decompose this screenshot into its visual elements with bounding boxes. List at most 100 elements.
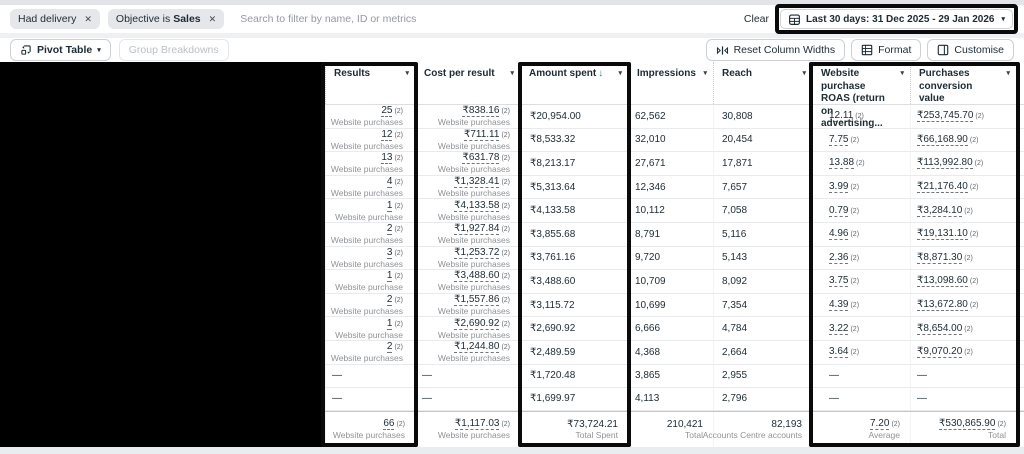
roas-value[interactable]: — bbox=[829, 392, 839, 404]
column-header-results[interactable]: Results ▾ bbox=[325, 62, 415, 104]
results-value[interactable]: 2 bbox=[386, 341, 393, 354]
cpr-value[interactable]: ₹4,133.58 bbox=[454, 199, 500, 212]
filter-chip-had-delivery[interactable]: Had delivery ✕ bbox=[10, 9, 100, 29]
cpr-value[interactable]: ₹1,557.86 bbox=[454, 294, 500, 307]
customise-button[interactable]: Customise bbox=[927, 39, 1014, 61]
results-value[interactable]: — bbox=[332, 369, 342, 381]
footnote-marker: (2) bbox=[501, 344, 510, 352]
table-row[interactable]: 1 (2) Website purchase ₹3,488.60 (2) Websi… bbox=[0, 270, 1024, 294]
roas-cell: 3.75 (2) bbox=[812, 270, 910, 293]
pivot-table-button[interactable]: Pivot Table ▾ bbox=[10, 39, 111, 61]
filter-chip-objective-sales[interactable]: Objective is Sales ✕ bbox=[107, 9, 225, 29]
results-value[interactable]: 2 bbox=[386, 223, 393, 236]
chevron-down-icon[interactable]: ▾ bbox=[510, 70, 514, 77]
date-range-button[interactable]: Last 30 days: 31 Dec 2025 - 29 Jan 2026 … bbox=[780, 9, 1013, 29]
conversion-value[interactable]: — bbox=[917, 392, 927, 404]
footnote-marker: (2) bbox=[975, 113, 984, 121]
footnote-marker: (2) bbox=[394, 344, 403, 352]
conversion-value[interactable]: ₹66,168.90 bbox=[917, 133, 968, 146]
results-value[interactable]: 25 bbox=[381, 105, 393, 118]
impressions-cell: 3,865 bbox=[628, 364, 713, 387]
column-header-website-purchase-roas[interactable]: Website purchase ROAS (return on adverti… bbox=[812, 62, 910, 129]
table-row[interactable]: 2 (2) Website purchases ₹1,927.84 (2) Webs… bbox=[0, 222, 1024, 247]
table-row[interactable]: 3 (2) Website purchases ₹1,253.72 (2) Webs… bbox=[0, 246, 1024, 271]
roas-value[interactable]: 3.22 bbox=[829, 322, 849, 335]
results-value[interactable]: 4 bbox=[386, 176, 393, 189]
conversion-value[interactable]: ₹8,871.30 bbox=[917, 251, 963, 264]
roas-value[interactable]: 3.64 bbox=[829, 346, 849, 359]
footer-cpr-value[interactable]: ₹1,117.03 bbox=[454, 418, 500, 431]
roas-value[interactable]: 3.75 bbox=[829, 275, 849, 288]
search-input[interactable] bbox=[232, 13, 740, 25]
results-value[interactable]: 2 bbox=[386, 294, 393, 307]
conversion-value[interactable]: ₹9,070.20 bbox=[917, 346, 963, 359]
roas-value[interactable]: 4.39 bbox=[829, 299, 849, 312]
results-value[interactable]: 1 bbox=[386, 317, 393, 330]
roas-value[interactable]: 3.99 bbox=[829, 181, 849, 194]
reach-value: 20,454 bbox=[722, 134, 753, 146]
chevron-down-icon[interactable]: ▾ bbox=[900, 70, 904, 77]
conversion-value[interactable]: ₹8,654.00 bbox=[917, 322, 963, 335]
conversion-value[interactable]: ₹19,131.10 bbox=[917, 228, 968, 241]
conversion-value[interactable]: ₹21,176.40 bbox=[917, 181, 968, 194]
footer-conv-value[interactable]: ₹530,865.90 bbox=[939, 418, 996, 431]
cpr-value[interactable]: — bbox=[422, 369, 432, 381]
results-value[interactable]: 12 bbox=[381, 128, 393, 141]
column-header-cost-per-result[interactable]: Cost per result ▾ bbox=[415, 62, 520, 104]
roas-value[interactable]: 13.88 bbox=[829, 157, 855, 170]
conversion-value-cell: — bbox=[910, 364, 1016, 387]
results-cell: 1 (2) Website purchase bbox=[325, 317, 415, 340]
roas-value[interactable]: 2.36 bbox=[829, 251, 849, 264]
footnote-marker: (2) bbox=[969, 136, 979, 144]
cpr-value[interactable]: ₹1,328.41 bbox=[454, 176, 500, 189]
roas-value[interactable]: 0.79 bbox=[829, 204, 849, 217]
roas-value[interactable]: — bbox=[829, 369, 839, 381]
column-header-purchases-conversion-value[interactable]: Purchases conversion value ▾ bbox=[910, 62, 1016, 104]
conversion-value[interactable]: ₹3,284.10 bbox=[917, 204, 963, 217]
chevron-down-icon[interactable]: ▾ bbox=[1006, 70, 1010, 77]
results-value[interactable]: 1 bbox=[386, 199, 393, 212]
table-row[interactable]: 1 (2) Website purchase ₹2,690.92 (2) Websi… bbox=[0, 317, 1024, 341]
roas-value[interactable]: 12.11 bbox=[829, 110, 854, 123]
close-icon[interactable]: ✕ bbox=[208, 13, 217, 24]
footnote-marker: (2) bbox=[964, 325, 973, 333]
footer-results-value[interactable]: 66 bbox=[383, 418, 395, 431]
reset-column-widths-button[interactable]: Reset Column Widths bbox=[705, 39, 846, 61]
table-row[interactable]: 2 (2) Website purchases ₹1,244.80 (2) Webs… bbox=[0, 340, 1024, 365]
results-value[interactable]: — bbox=[332, 392, 342, 404]
conversion-value[interactable]: ₹253,745.70 bbox=[917, 110, 974, 123]
footer-roas-value[interactable]: 7.20 bbox=[869, 418, 890, 431]
conversion-value[interactable]: ₹113,992.80 bbox=[917, 157, 973, 170]
cpr-value[interactable]: ₹1,253.72 bbox=[454, 246, 500, 259]
group-breakdowns-button[interactable]: Group Breakdowns bbox=[118, 39, 229, 61]
cpr-value[interactable]: ₹2,690.92 bbox=[454, 317, 500, 330]
conversion-value[interactable]: ₹13,098.60 bbox=[917, 275, 968, 288]
column-header-reach[interactable]: Reach ▾ bbox=[713, 62, 812, 104]
cpr-value[interactable]: ₹631.78 bbox=[462, 152, 500, 165]
results-value[interactable]: 3 bbox=[386, 246, 393, 259]
column-header-amount-spent[interactable]: Amount spent ↓ ▾ bbox=[520, 62, 628, 104]
table-row[interactable]: 1 (2) Website purchase ₹4,133.58 (2) Websi… bbox=[0, 199, 1024, 223]
roas-value[interactable]: 7.75 bbox=[829, 133, 849, 146]
conversion-value[interactable]: — bbox=[917, 369, 927, 381]
footnote-marker: (2) bbox=[969, 184, 979, 192]
column-header-impressions[interactable]: Impressions ▾ bbox=[628, 62, 713, 104]
close-icon[interactable]: ✕ bbox=[84, 13, 92, 24]
results-value[interactable]: 13 bbox=[381, 152, 393, 165]
cpr-value[interactable]: ₹838.16 bbox=[462, 105, 500, 118]
chevron-down-icon[interactable]: ▾ bbox=[405, 70, 409, 77]
cpr-value[interactable]: ₹1,244.80 bbox=[454, 341, 500, 354]
conversion-value[interactable]: ₹13,672.80 bbox=[917, 299, 968, 312]
cpr-value[interactable]: ₹711.11 bbox=[463, 128, 500, 141]
cpr-value[interactable]: ₹1,927.84 bbox=[454, 223, 500, 236]
roas-value[interactable]: 4.96 bbox=[829, 228, 849, 241]
chevron-down-icon[interactable]: ▾ bbox=[802, 70, 806, 77]
cpr-value[interactable]: ₹3,488.60 bbox=[454, 270, 500, 283]
chevron-down-icon[interactable]: ▾ bbox=[703, 70, 707, 77]
results-value[interactable]: 1 bbox=[386, 270, 393, 283]
clear-filters-button[interactable]: Clear bbox=[743, 13, 770, 25]
chevron-down-icon[interactable]: ▾ bbox=[618, 70, 622, 77]
cpr-value[interactable]: — bbox=[422, 392, 432, 404]
format-button[interactable]: Format bbox=[851, 39, 922, 61]
